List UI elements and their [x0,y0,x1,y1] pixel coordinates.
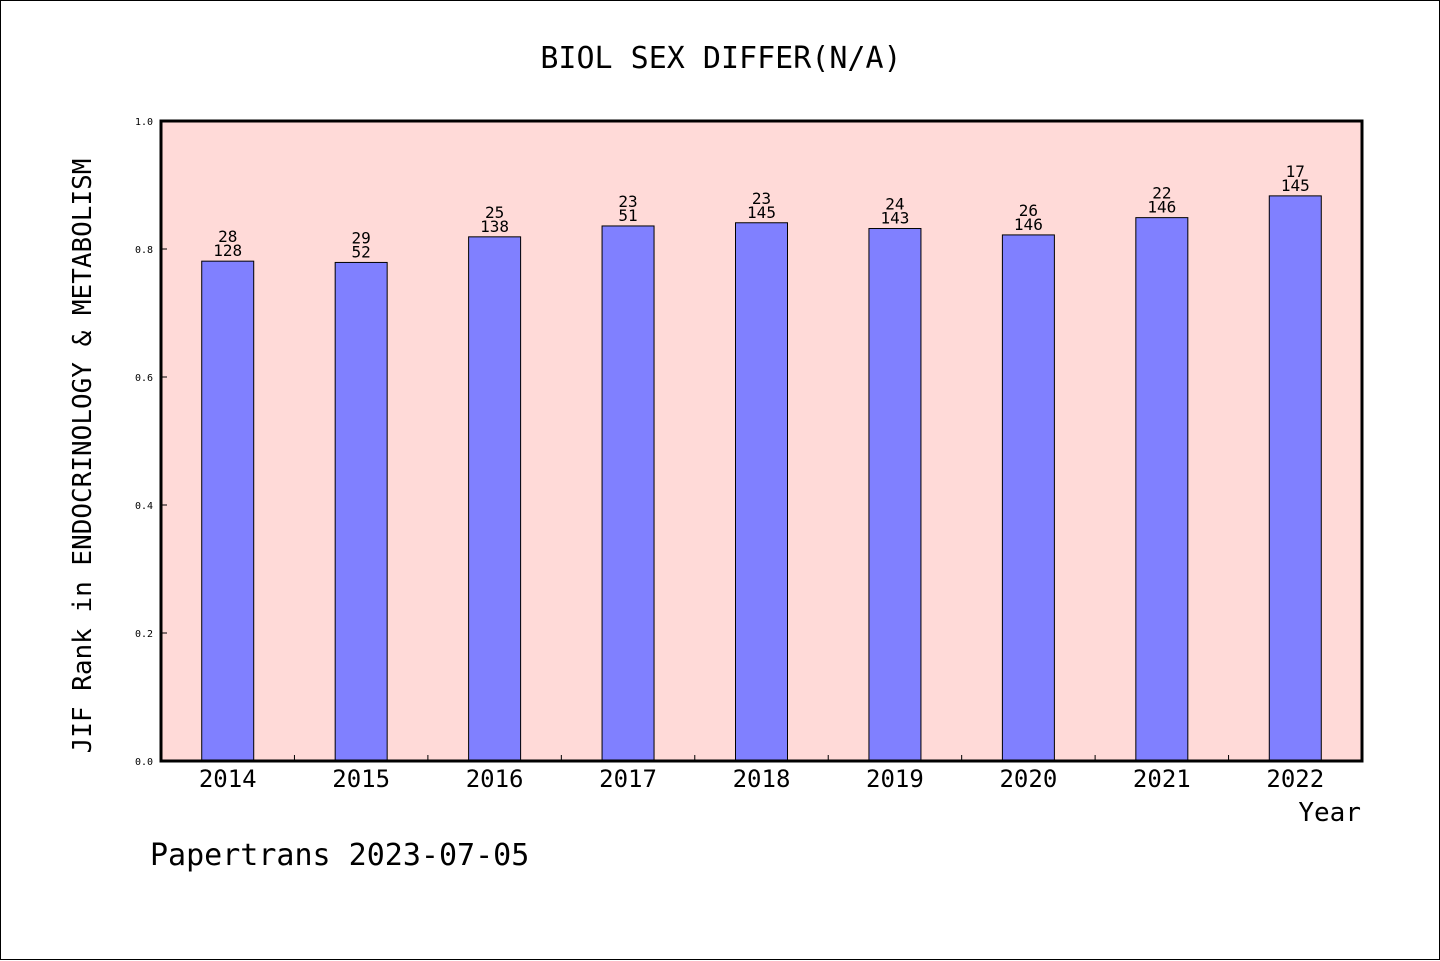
y-tick-label: 0.2 [135,629,153,640]
x-tick-label: 2015 [332,765,390,793]
bar-2018 [735,222,788,762]
x-tick-label: 2020 [999,765,1057,793]
chart-title: BIOL SEX DIFFER(N/A) [540,41,901,76]
total-label: 138 [480,217,509,236]
bar-2014 [201,260,255,762]
plot-border [159,119,1364,763]
total-label: 52 [352,242,371,261]
rank-label: 23 [618,192,637,211]
bar-2021 [1135,217,1189,762]
data-labels-group: 2014281282015295220162513820172351201823… [199,162,1324,793]
footer-watermark: Papertrans 2023-07-05 [150,838,529,873]
x-tick-label: 2017 [599,765,657,793]
rank-label: 22 [1152,184,1171,203]
x-axis-label: Year [1298,798,1361,828]
rank-label: 17 [1286,162,1305,181]
total-label: 145 [747,203,776,222]
bar-2019 [868,228,922,762]
y-tick-label: 1.0 [135,117,153,128]
bars-group [201,195,1322,762]
x-tick-label: 2016 [466,765,524,793]
rank-label: 29 [352,228,371,247]
rank-label: 24 [885,195,904,214]
total-label: 51 [618,206,637,225]
total-label: 146 [1147,198,1176,217]
bar-2017 [601,225,655,762]
x-tick-label: 2021 [1133,765,1191,793]
x-tick-label: 2014 [199,765,257,793]
x-tick-label: 2018 [733,765,791,793]
y-tick-label: 0.6 [135,373,153,384]
y-tick-label: 0.0 [135,757,153,768]
total-label: 128 [213,241,242,260]
y-axis-label: JIF Rank in ENDOCRINOLOGY & METABOLISM [68,159,98,754]
rank-label: 26 [1019,201,1038,220]
y-tick-label: 0.8 [135,245,153,256]
bar-2020 [1001,234,1055,762]
rank-label: 25 [485,203,504,222]
x-tick-label: 2022 [1266,765,1324,793]
bar-2022 [1268,195,1322,762]
bar-2016 [468,236,522,762]
total-label: 143 [880,209,909,228]
total-label: 146 [1014,215,1043,234]
y-tick-label: 0.4 [135,501,153,512]
rank-label: 23 [752,189,771,208]
x-tick-label: 2019 [866,765,924,793]
bar-2015 [334,261,388,762]
total-label: 145 [1281,176,1310,195]
rank-label: 28 [218,227,237,246]
